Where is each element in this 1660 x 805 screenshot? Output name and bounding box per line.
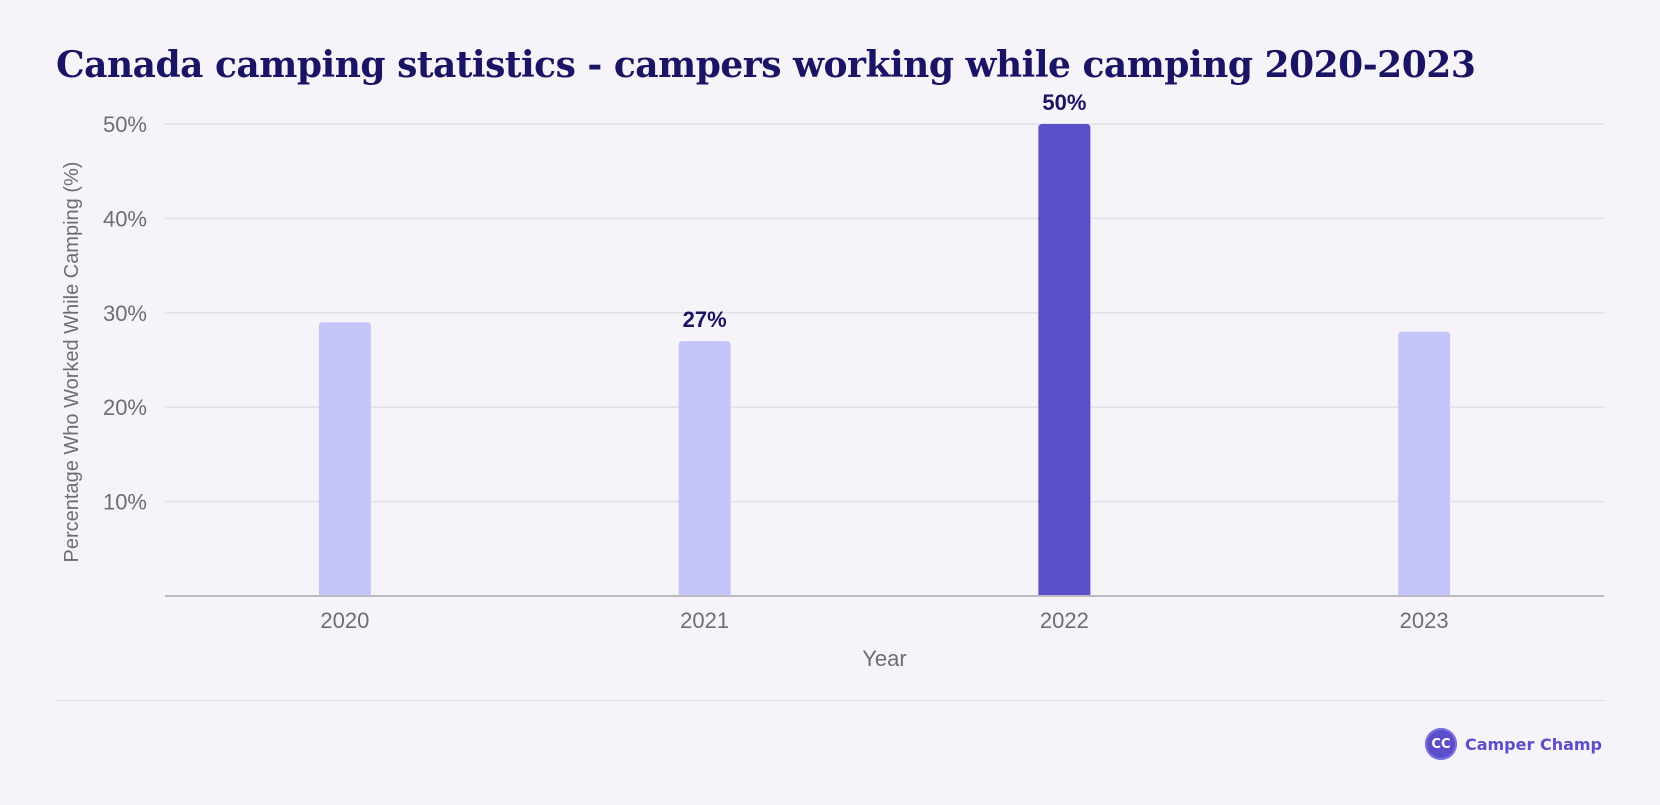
y-tick-labels: 10% 20% 30% 40% 50% <box>103 112 147 515</box>
y-tick-label: 30% <box>103 301 147 326</box>
footer-divider <box>56 700 1604 701</box>
brand-name: Camper Champ <box>1464 734 1602 754</box>
y-axis-title: Percentage Who Worked While Camping (%) <box>61 162 83 563</box>
brand-logo-icon: CC <box>1424 728 1457 760</box>
x-tick-labels: 2020 2021 2022 2023 <box>320 608 1448 633</box>
data-label-2021: 27% <box>683 307 727 332</box>
x-axis-title: Year <box>862 646 906 671</box>
x-tick-label: 2021 <box>680 608 729 633</box>
data-labels: 27% 50% <box>683 90 1087 332</box>
y-tick-label: 50% <box>103 112 147 137</box>
bar-2020 <box>318 322 371 596</box>
x-tick-label: 2020 <box>320 608 369 633</box>
chart-title: Canada camping statistics - campers work… <box>56 44 1476 86</box>
bar-2021 <box>678 341 731 596</box>
y-tick-label: 20% <box>103 395 147 420</box>
brand-badge: CC Camper Champ <box>1424 728 1602 760</box>
gridlines <box>165 123 1604 503</box>
bars <box>318 124 1451 596</box>
x-tick-label: 2023 <box>1400 608 1449 633</box>
data-label-2022: 50% <box>1042 90 1086 115</box>
bar-2023 <box>1398 331 1451 596</box>
x-tick-label: 2022 <box>1040 608 1089 633</box>
bar-2022 <box>1038 124 1091 596</box>
y-tick-label: 10% <box>103 490 147 515</box>
y-tick-label: 40% <box>103 206 147 231</box>
